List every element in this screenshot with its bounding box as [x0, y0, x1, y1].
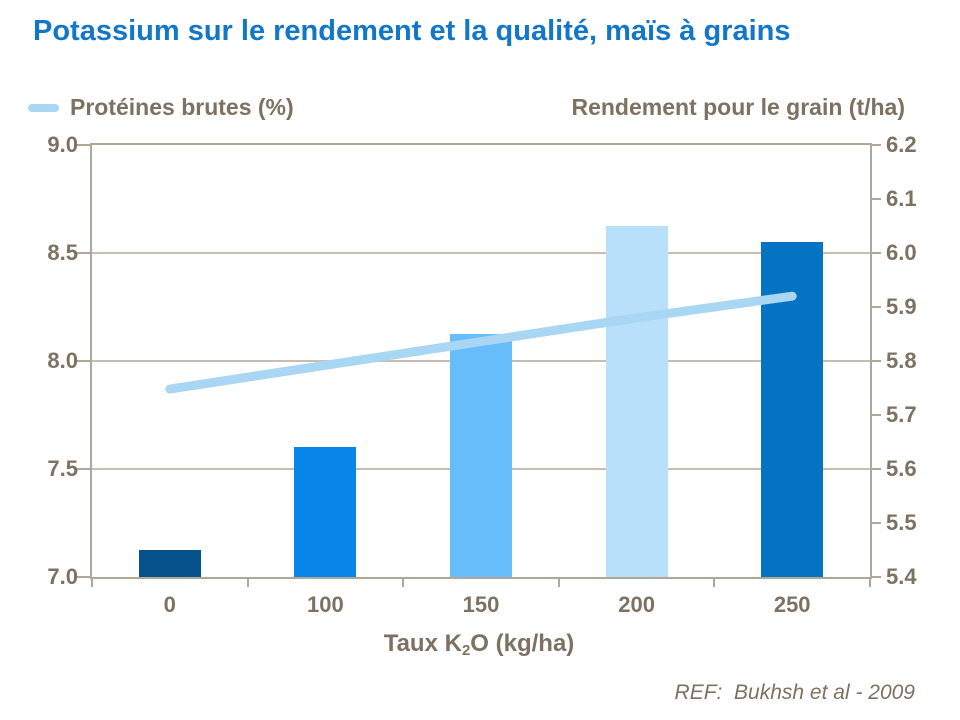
legend-item-proteins: Protéines brutes (%): [28, 94, 294, 121]
x-axis-category-label: 100: [307, 592, 344, 617]
left-axis-tick-label: 7.5: [47, 456, 78, 481]
right-axis-tick-label: 6.2: [886, 132, 917, 157]
x-axis-category-label: 250: [773, 592, 811, 617]
gridline: [92, 252, 870, 254]
x-axis-tick: [869, 579, 871, 587]
right-axis-tick: [870, 522, 881, 524]
x-axis-tick: [713, 579, 716, 587]
right-axis-tick-label: 5.5: [886, 510, 917, 535]
left-axis-tick: [77, 468, 90, 470]
left-axis-tick-label: 8.5: [47, 240, 78, 265]
right-axis-tick: [870, 144, 881, 146]
legend-label-proteins: Protéines brutes (%): [70, 94, 294, 120]
x-axis-tick: [402, 579, 405, 587]
right-axis-tick: [870, 360, 881, 362]
left-axis-tick: [77, 252, 90, 254]
x-axis-title-sub: 2: [461, 642, 471, 659]
plot-area: 9.0 8.5 8.0 7.5 7.0 6.2 6.1 6.0 5.9 5.8 5.7 5.6 5.5 5…: [47, 134, 916, 616]
x-axis-title: Taux K2O (kg/ha): [90, 630, 868, 659]
bar-yield-0: [138, 550, 201, 577]
x-axis-category-label: 150: [462, 592, 500, 617]
right-axis-tick: [870, 468, 881, 470]
line-series-swatch-icon: [28, 103, 59, 112]
left-axis-tick: [77, 144, 90, 146]
right-axis-tick: [870, 252, 881, 254]
right-axis-tick-label: 5.9: [886, 294, 917, 319]
right-axis-tick: [870, 198, 881, 200]
right-axis-tick-label: 6.1: [886, 186, 917, 211]
right-axis-tick-label: 5.7: [886, 402, 917, 427]
x-axis-tick: [91, 579, 93, 587]
left-axis-tick-label: 9.0: [47, 132, 78, 157]
right-axis-tick-label: 5.6: [886, 456, 917, 481]
bar-yield-100: [294, 447, 357, 577]
bar-yield-150: [450, 334, 512, 577]
right-axis-tick: [870, 414, 881, 416]
x-axis-tick: [557, 579, 560, 587]
right-axis-tick-label: 5.4: [886, 564, 917, 589]
left-axis-tick: [77, 576, 90, 578]
page-title: Potassium sur le rendement et la qualité…: [33, 15, 791, 47]
right-axis-tick: [870, 306, 881, 308]
reference-citation: REF: Bukhsh et al - 2009: [674, 681, 915, 704]
left-axis-tick-label: 7.0: [47, 564, 78, 589]
x-axis-title-post: O (kg/ha): [470, 630, 575, 657]
bar-yield-200: [605, 226, 668, 577]
x-axis-title-pre: Taux K: [383, 630, 462, 657]
x-axis-tick: [246, 579, 249, 587]
legend-label-yield: Rendement pour le grain (t/ha): [571, 94, 905, 120]
x-axis-category-label: 200: [618, 592, 655, 617]
left-axis-tick-label: 8.0: [47, 348, 78, 373]
right-axis-tick-label: 6.0: [886, 240, 917, 265]
x-axis-category-label: 0: [163, 592, 176, 617]
right-axis-tick: [870, 576, 881, 578]
bar-yield-250: [761, 242, 824, 577]
left-axis-tick: [77, 360, 90, 362]
right-axis-tick-label: 5.8: [886, 348, 917, 373]
